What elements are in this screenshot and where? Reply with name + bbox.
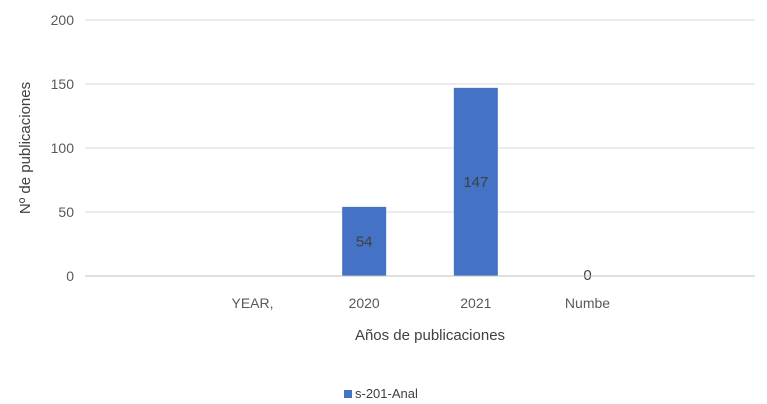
y-tick-label: 0 (66, 268, 74, 284)
y-tick-label: 200 (51, 12, 75, 28)
bar (453, 87, 498, 276)
y-tick-label: 150 (51, 76, 75, 92)
y-tick-label: 100 (51, 140, 75, 156)
data-label: 147 (463, 174, 488, 191)
legend-swatch (344, 389, 352, 398)
x-axis-title: Años de publicaciones (355, 327, 505, 344)
legend: s-201-Anal (344, 386, 418, 401)
y-tick-label: 50 (58, 204, 74, 220)
x-tick-label: YEAR, (231, 295, 273, 311)
data-label: 54 (356, 233, 373, 250)
x-tick-label: Numbe (565, 295, 610, 311)
legend-label: s-201-Anal (355, 386, 418, 401)
x-tick-label: 2020 (349, 295, 380, 311)
bars (342, 87, 498, 276)
y-tick-labels: 0 50 100 150 200 (51, 12, 75, 284)
bar (342, 206, 387, 276)
y-axis-title: Nº de publicaciones (17, 82, 34, 214)
x-tick-labels: YEAR, 2020 2021 Numbe (231, 295, 610, 311)
x-tick-label: 2021 (460, 295, 491, 311)
gridlines (85, 19, 755, 213)
